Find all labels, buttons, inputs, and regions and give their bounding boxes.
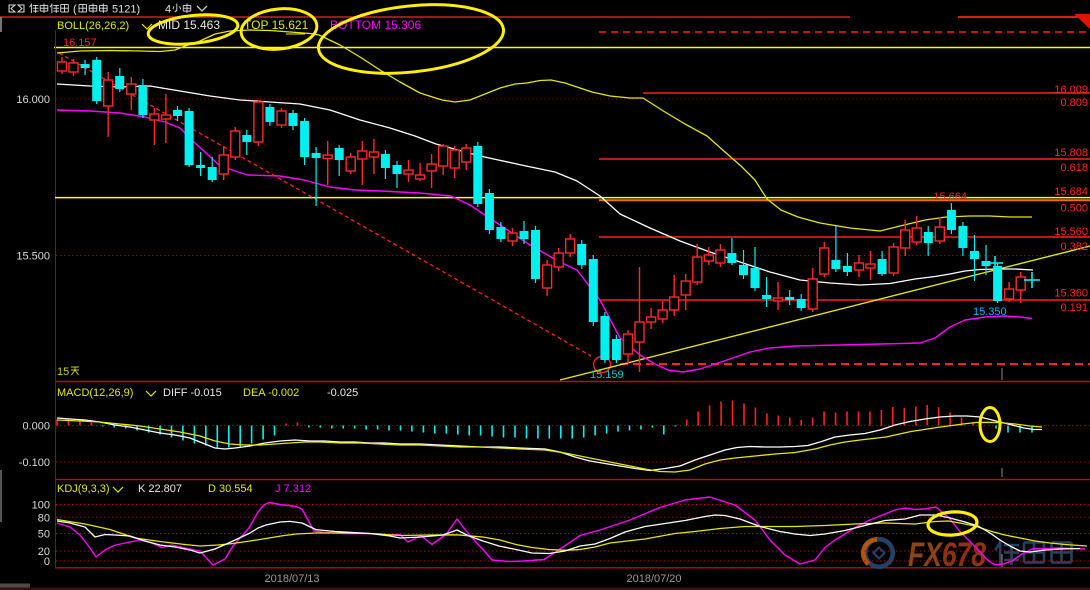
svg-text:80: 80: [38, 512, 50, 524]
svg-text:D 30.554: D 30.554: [208, 483, 253, 495]
svg-text:0.000: 0.000: [22, 421, 50, 433]
svg-text:MACD(12,26,9): MACD(12,26,9): [57, 387, 133, 399]
svg-text:-0.025: -0.025: [327, 387, 358, 399]
svg-text:DIFF -0.015: DIFF -0.015: [163, 387, 222, 399]
svg-text:0.382: 0.382: [1060, 241, 1088, 253]
svg-text:FX678: FX678: [908, 536, 986, 574]
svg-text:50: 50: [38, 529, 50, 541]
svg-text:MID 15.463: MID 15.463: [158, 18, 220, 32]
svg-text:K 22.807: K 22.807: [138, 483, 182, 495]
svg-text:100: 100: [32, 500, 50, 512]
svg-text:15.500: 15.500: [16, 251, 50, 263]
svg-text:0: 0: [44, 556, 50, 568]
svg-text:15.159: 15.159: [590, 369, 624, 381]
svg-text:0.618: 0.618: [1060, 162, 1088, 174]
svg-text:(: (: [73, 4, 77, 16]
svg-text:5121): 5121): [112, 4, 140, 16]
svg-text:J 7.312: J 7.312: [275, 483, 311, 495]
svg-text:16.157: 16.157: [63, 37, 97, 49]
svg-text:0.500: 0.500: [1060, 203, 1088, 215]
svg-text:20: 20: [38, 546, 50, 558]
svg-text:4: 4: [165, 4, 171, 16]
svg-text:TOP 15.621: TOP 15.621: [244, 18, 309, 32]
svg-text:15.664: 15.664: [933, 191, 967, 203]
svg-text:BOTTOM 15.306: BOTTOM 15.306: [330, 18, 421, 32]
svg-text:15.350: 15.350: [973, 306, 1007, 318]
svg-text:15.684: 15.684: [1054, 186, 1088, 198]
svg-text:DEA -0.002: DEA -0.002: [243, 387, 299, 399]
svg-text:15.560: 15.560: [1054, 226, 1088, 238]
svg-text:15.808: 15.808: [1054, 147, 1088, 159]
svg-text:16.009: 16.009: [1054, 84, 1088, 96]
svg-text:2018/07/13: 2018/07/13: [264, 573, 319, 585]
svg-text:15.360: 15.360: [1054, 288, 1088, 300]
svg-text:0.191: 0.191: [1060, 302, 1088, 314]
svg-text:KDJ(9,3,3): KDJ(9,3,3): [57, 483, 110, 495]
svg-text:-0.100: -0.100: [19, 457, 50, 469]
svg-text:16.000: 16.000: [16, 94, 50, 106]
svg-text:15: 15: [57, 366, 69, 378]
svg-text:0.809: 0.809: [1060, 97, 1088, 109]
svg-text:2018/07/20: 2018/07/20: [626, 573, 681, 585]
svg-text:BOLL(26,26,2): BOLL(26,26,2): [57, 20, 129, 32]
